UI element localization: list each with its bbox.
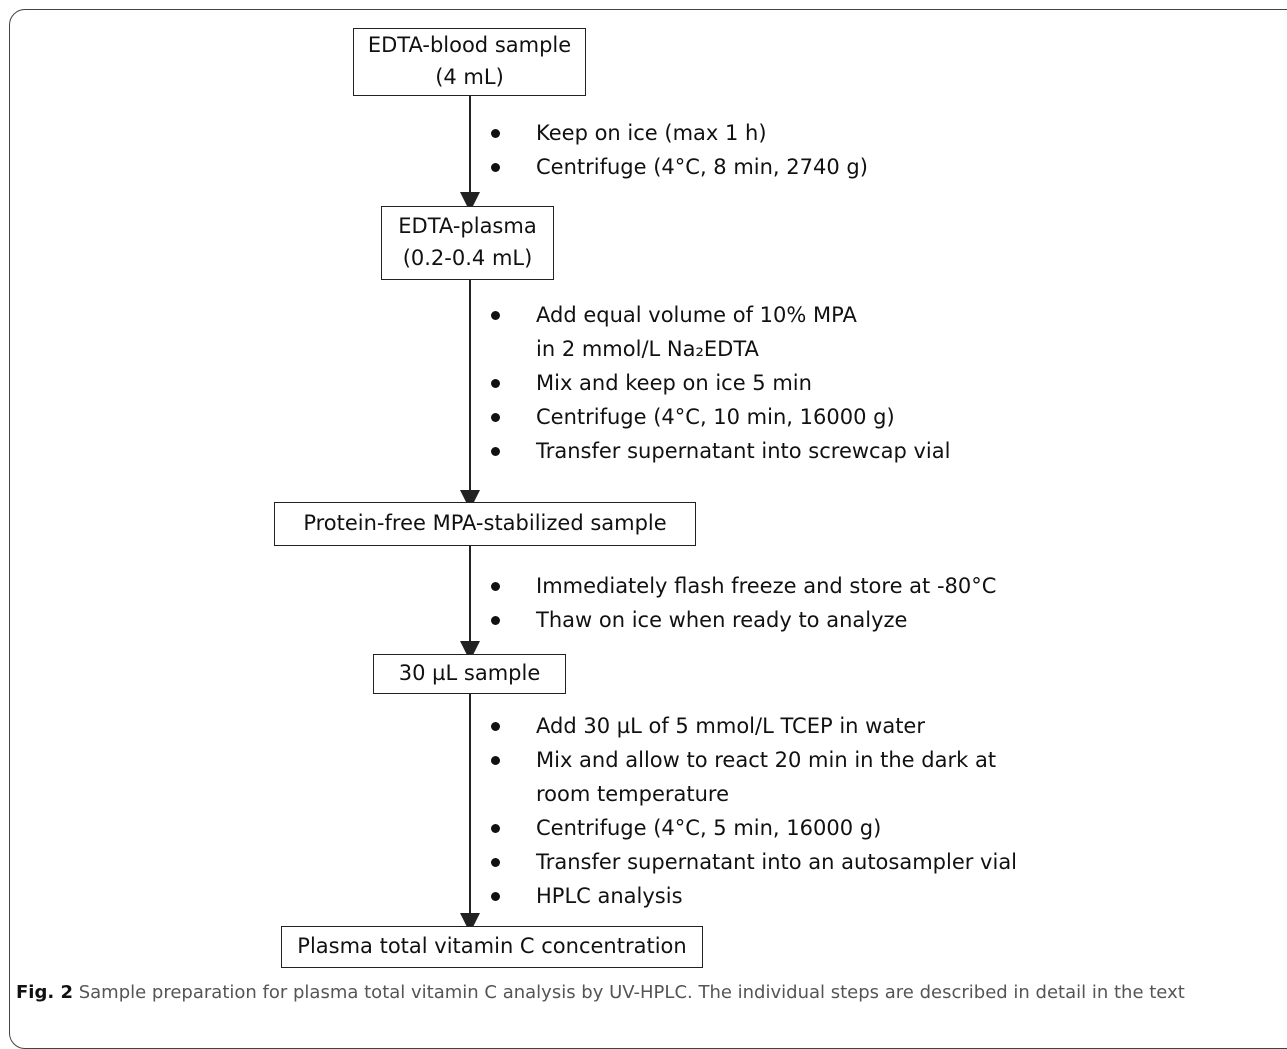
box-label: Protein-free MPA-stabilized sample (303, 511, 667, 535)
bullet-icon (491, 311, 500, 320)
list-item: Keep on ice (max 1 h) (491, 116, 868, 150)
bullet-icon (491, 824, 500, 833)
box-edta-blood-sample: EDTA-blood sample (4 mL) (353, 28, 586, 96)
list-item: Thaw on ice when ready to analyze (491, 603, 996, 637)
list-item: Centrifuge (4°C, 8 min, 2740 g) (491, 150, 868, 184)
box-label: EDTA-plasma (398, 214, 537, 238)
list-item: Immediately flash freeze and store at -8… (491, 569, 996, 603)
figure-caption: Fig. 2 Sample preparation for plasma tot… (16, 982, 1185, 1003)
box-protein-free-sample: Protein-free MPA-stabilized sample (274, 502, 696, 546)
bullet-icon (491, 858, 500, 867)
list-item: Transfer supernatant into screwcap vial (491, 434, 950, 468)
flow-arrows (460, 95, 480, 933)
caption-label: Fig. 2 (16, 982, 73, 1003)
list-item: Add 30 µL of 5 mmol/L TCEP in water (491, 709, 1017, 743)
box-30ul-sample: 30 µL sample (373, 654, 566, 694)
box-label: Plasma total vitamin C concentration (297, 934, 687, 958)
step-list-mpa-precipitation: Add equal volume of 10% MPA in 2 mmol/L N… (491, 298, 950, 468)
list-item: Mix and allow to react 20 min in the dar… (491, 743, 1017, 811)
bullet-icon (491, 616, 500, 625)
box-plasma-total-vitamin-c: Plasma total vitamin C concentration (281, 926, 703, 968)
box-label: (4 mL) (435, 65, 504, 89)
bullet-icon (491, 129, 500, 138)
list-item: Mix and keep on ice 5 min (491, 366, 950, 400)
step-list-tcep-reduction: Add 30 µL of 5 mmol/L TCEP in water Mix … (491, 709, 1017, 913)
bullet-icon (491, 447, 500, 456)
bullet-icon (491, 722, 500, 731)
box-label: 30 µL sample (398, 661, 541, 685)
bullet-icon (491, 413, 500, 422)
list-item: Add equal volume of 10% MPA in 2 mmol/L N… (491, 298, 950, 366)
box-label: EDTA-blood sample (367, 33, 572, 57)
list-item: HPLC analysis (491, 879, 1017, 913)
bullet-icon (491, 582, 500, 591)
list-item: Transfer supernatant into an autosampler… (491, 845, 1017, 879)
step-list-storage: Immediately flash freeze and store at -8… (491, 569, 996, 637)
bullet-icon (491, 163, 500, 172)
box-edta-plasma: EDTA-plasma (0.2-0.4 mL) (381, 206, 554, 280)
bullet-icon (491, 892, 500, 901)
step-list-centrifuge-blood: Keep on ice (max 1 h) Centrifuge (4°C, 8… (491, 116, 868, 184)
list-item: Centrifuge (4°C, 10 min, 16000 g) (491, 400, 950, 434)
bullet-icon (491, 379, 500, 388)
box-label: (0.2-0.4 mL) (402, 246, 533, 270)
bullet-icon (491, 756, 500, 765)
list-item: Centrifuge (4°C, 5 min, 16000 g) (491, 811, 1017, 845)
caption-text: Sample preparation for plasma total vita… (78, 982, 1185, 1003)
